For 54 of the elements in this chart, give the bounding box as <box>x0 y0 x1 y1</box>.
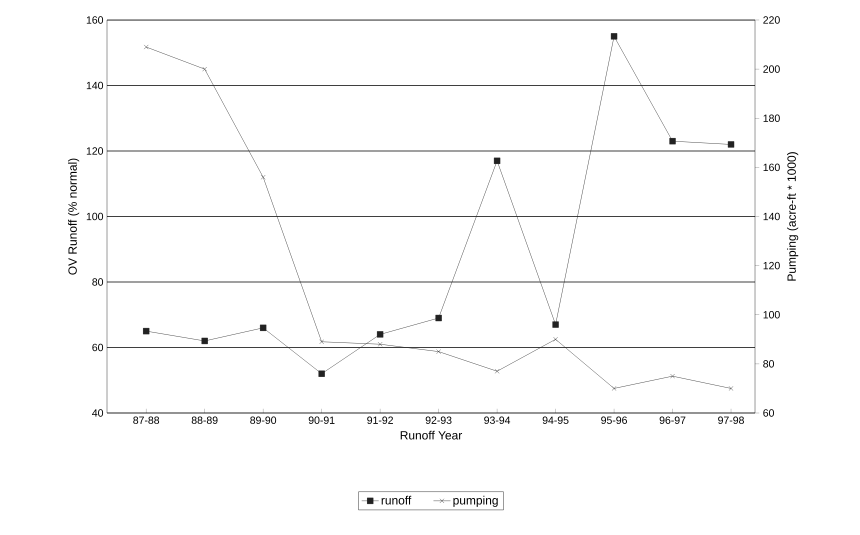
x-tick-label: 87-88 <box>133 416 160 424</box>
point <box>494 158 500 164</box>
point <box>318 370 325 377</box>
y2-tick-label: 120 <box>764 262 780 270</box>
y-tick-label: 140 <box>86 82 104 90</box>
x-tick-label: 94-95 <box>542 416 569 424</box>
point <box>201 338 208 344</box>
point <box>669 138 676 144</box>
x-tick-label: 91-92 <box>367 416 393 424</box>
y2-tick-label: 220 <box>763 16 780 24</box>
point <box>436 349 441 354</box>
point <box>142 328 150 334</box>
y2-tick-label: 80 <box>763 360 774 368</box>
point <box>435 314 442 322</box>
x-tick-label: 89-90 <box>250 416 276 424</box>
y-tick-label: 60 <box>92 344 104 352</box>
point <box>553 337 558 342</box>
y-tick-label: 120 <box>86 147 104 155</box>
x-tick-label: 93-94 <box>484 416 510 424</box>
point <box>728 141 734 148</box>
point <box>670 374 675 378</box>
x-axis-title: Runoff Year <box>400 430 462 440</box>
y2-tick-label: 200 <box>763 65 780 73</box>
y-tick-label: 80 <box>92 278 104 286</box>
point <box>260 324 266 332</box>
y2-tick-label: 180 <box>764 114 780 122</box>
x-tick-label: 96-97 <box>660 416 686 424</box>
x-tick-label: 97-98 <box>718 416 744 424</box>
point <box>612 386 616 391</box>
y2-tick-label: 140 <box>764 212 780 220</box>
point <box>728 386 734 391</box>
point <box>610 33 618 40</box>
x-tick-label: 88-89 <box>192 416 218 424</box>
y-tick-label: 100 <box>86 212 104 220</box>
point <box>376 331 384 338</box>
point <box>202 66 207 72</box>
point <box>552 321 559 328</box>
x-tick-label: 90-91 <box>308 416 334 424</box>
point <box>494 368 500 374</box>
point <box>144 44 148 50</box>
y-tick-label: 40 <box>92 409 104 417</box>
y2-axis-title: Pumping (acre-ft * 1000) <box>787 152 798 281</box>
y2-tick-label: 160 <box>764 164 780 172</box>
x-tick-label: 95-96 <box>601 416 627 424</box>
x-tick-label: 92-93 <box>426 416 452 424</box>
point <box>319 339 324 344</box>
legend-label: pumping <box>453 496 498 507</box>
point <box>260 174 266 180</box>
y2-tick-label: 60 <box>763 409 774 417</box>
y-axis-title: OV Runoff (% normal) <box>68 158 80 275</box>
y2-tick-label: 100 <box>764 311 780 318</box>
y-tick-label: 160 <box>86 16 104 24</box>
point <box>378 342 382 347</box>
legend-label: runoff <box>382 496 412 505</box>
